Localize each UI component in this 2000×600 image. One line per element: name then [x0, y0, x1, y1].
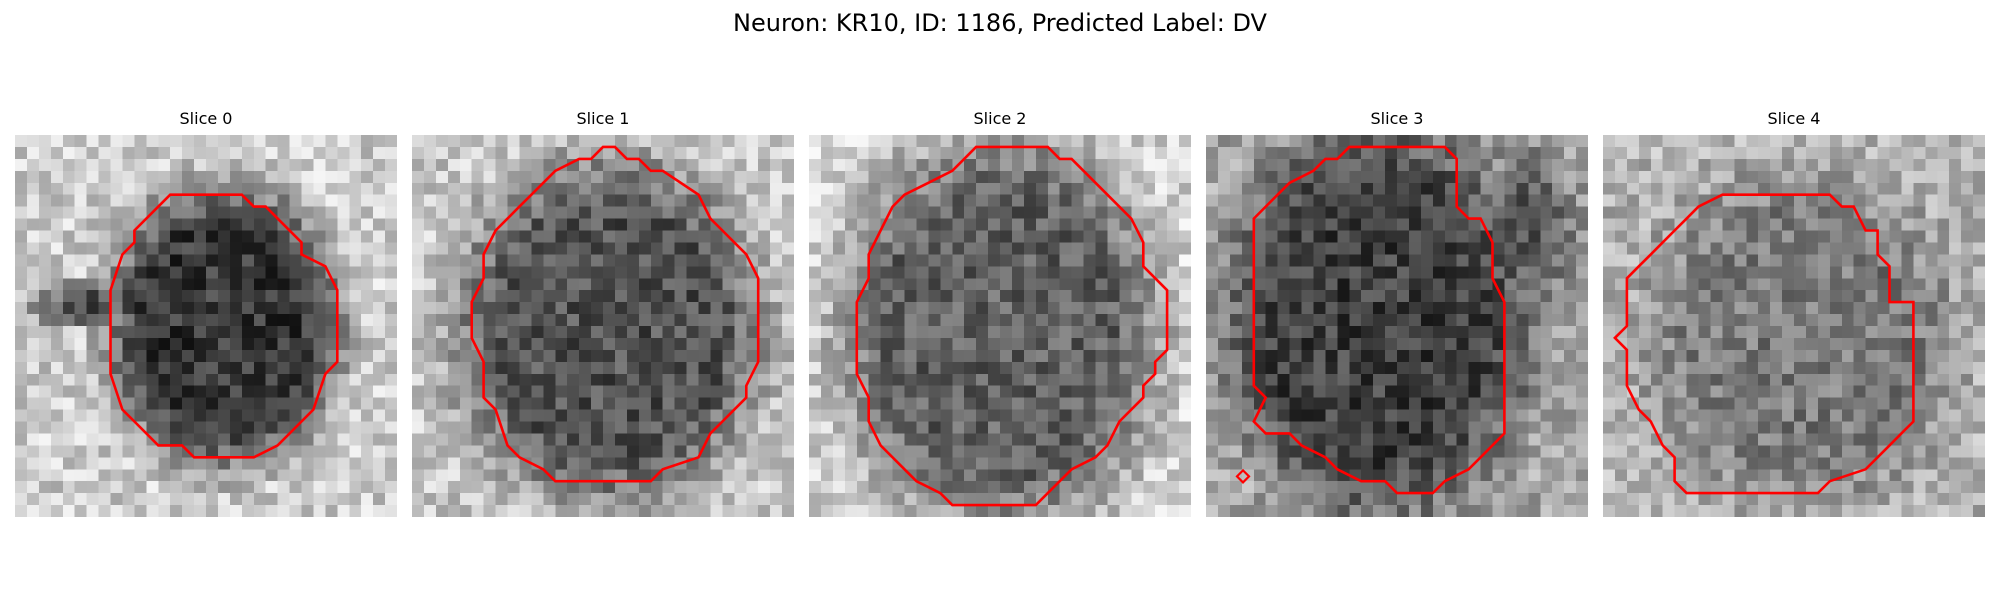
segmentation-contour — [855, 145, 1169, 507]
pixel-grid — [1206, 135, 1588, 517]
slice-image — [1603, 135, 1985, 517]
pixel-grid — [412, 135, 794, 517]
slice-title: Slice 1 — [576, 109, 630, 128]
slice-panel-2: Slice 2 — [809, 109, 1191, 521]
segmentation-contour — [1613, 193, 1915, 495]
slice-image — [15, 135, 397, 517]
slice-title: Slice 4 — [1767, 109, 1821, 128]
segmentation-contour — [109, 193, 339, 459]
slice-image — [412, 135, 794, 517]
slice-title: Slice 0 — [179, 109, 233, 128]
slice-panel-3: Slice 3 — [1206, 109, 1588, 521]
pixel-grid — [15, 135, 397, 517]
pixel-grid — [809, 135, 1191, 517]
figure-title: Neuron: KR10, ID: 1186, Predicted Label:… — [733, 9, 1267, 37]
segmentation-contour — [470, 145, 760, 483]
segmentation-contour — [1252, 145, 1506, 495]
slice-title: Slice 3 — [1370, 109, 1424, 128]
slice-image — [1206, 135, 1588, 517]
segmentation-contour-fragment — [1235, 468, 1251, 484]
slice-title: Slice 2 — [973, 109, 1027, 128]
pixel-grid — [1603, 135, 1985, 517]
slice-panel-4: Slice 4 — [1603, 109, 1985, 521]
slice-panel-1: Slice 1 — [412, 109, 794, 521]
slice-panel-0: Slice 0 — [15, 109, 397, 521]
slice-image — [809, 135, 1191, 517]
